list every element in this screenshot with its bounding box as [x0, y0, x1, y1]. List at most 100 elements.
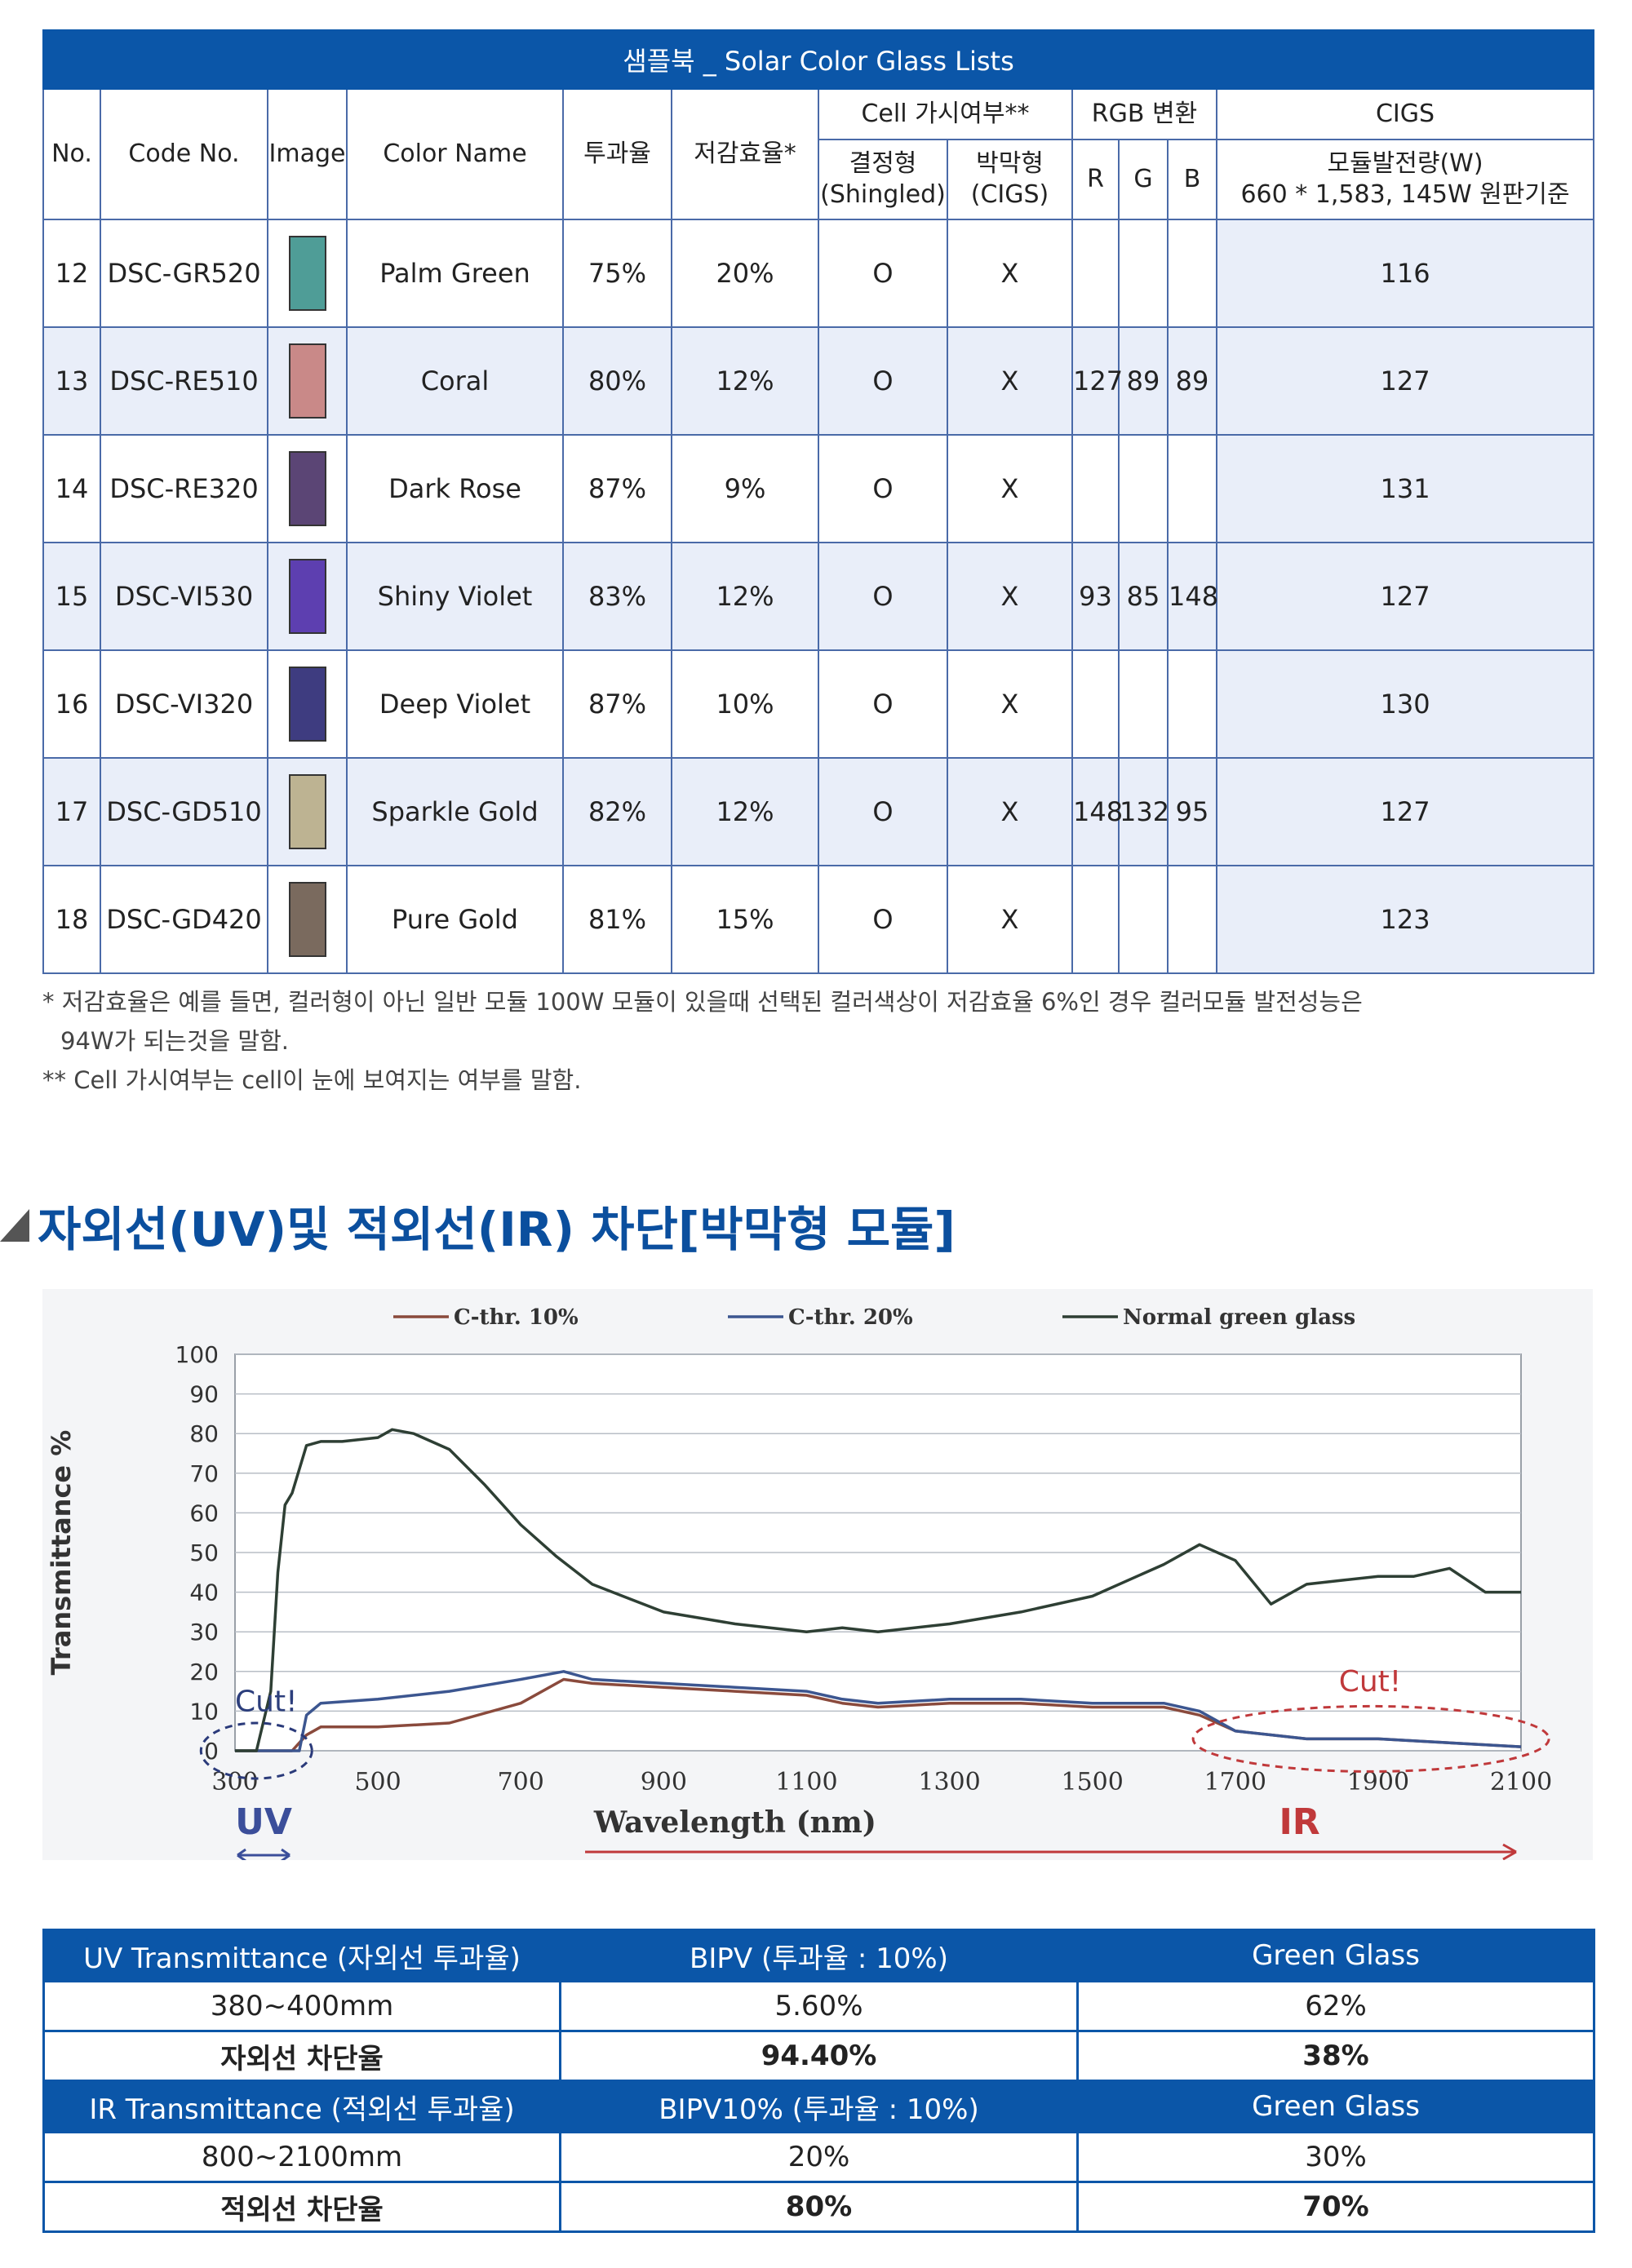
- cell-b: [1167, 865, 1217, 974]
- cell-color-name: Dark Rose: [346, 434, 564, 543]
- y-tick-label: 80: [189, 1420, 219, 1447]
- cell-cigs: 130: [1215, 649, 1595, 759]
- cell-r: [1071, 865, 1120, 974]
- cell-transmittance: 81%: [562, 865, 672, 974]
- x-tick-label: 1300: [918, 1768, 980, 1796]
- cell-shingled: O: [818, 757, 948, 866]
- cell-no: 17: [42, 757, 101, 866]
- cell-g: [1118, 219, 1169, 328]
- uv-header-cell: Green Glass: [1076, 1929, 1595, 1982]
- table-row: 자외선 차단율 94.40% 38%: [42, 2030, 1595, 2082]
- table-row: 16 DSC-VI320 Deep Violet 87% 10% O X 130: [42, 649, 1595, 759]
- cell-code: DSC-GR520: [100, 219, 268, 328]
- cell-g: [1118, 865, 1169, 974]
- series-line-3: [235, 1428, 1521, 1752]
- transmittance-chart-svg: C-thr. 10% C-thr. 20% Normal green glass 0…: [42, 1289, 1593, 1863]
- legend-label: C-thr. 10%: [454, 1305, 579, 1330]
- cell-no: 15: [42, 542, 101, 651]
- cell-b: [1167, 434, 1217, 543]
- cell-color-name: Deep Violet: [346, 649, 564, 759]
- cell-g: 85: [1118, 542, 1169, 651]
- cell-cigs: 127: [1215, 757, 1595, 866]
- cell-g: 89: [1118, 326, 1169, 436]
- uv-header-cell: UV Transmittance (자외선 투과율): [42, 1929, 561, 1982]
- cell-g: [1118, 649, 1169, 759]
- x-tick-label: 1900: [1347, 1768, 1409, 1796]
- cell-r: 148: [1071, 757, 1123, 866]
- x-tick-label: 500: [354, 1768, 401, 1796]
- x-tick-label: 700: [498, 1768, 544, 1796]
- uv-band-label: UV: [235, 1801, 292, 1843]
- cell-image: [267, 326, 348, 436]
- glass-table-body: 12 DSC-GR520 Palm Green 75% 20% O X 116 …: [42, 219, 1595, 974]
- cell-color-name: Sparkle Gold: [346, 757, 564, 866]
- section-heading: 자외선(UV)및 적외선(IR) 차단[박막형 모듈]: [0, 1193, 956, 1258]
- cell-shingled: O: [818, 219, 948, 328]
- table-row: 15 DSC-VI530 Shiny Violet 83% 12% O X 93…: [42, 542, 1595, 651]
- cell-shingled: O: [818, 326, 948, 436]
- color-swatch: [288, 667, 326, 742]
- header-cigs-type: 박막형 (CIGS): [947, 139, 1073, 220]
- cell-transmittance: 80%: [562, 326, 672, 436]
- cell-cigs: 116: [1215, 219, 1595, 328]
- table-row: 17 DSC-GD510 Sparkle Gold 82% 12% O X 14…: [42, 757, 1595, 866]
- cell-r: [1071, 219, 1120, 328]
- cell-cigs: 127: [1215, 326, 1595, 436]
- header-g: G: [1118, 139, 1169, 220]
- uv-cell: 자외선 차단율: [42, 2030, 561, 2082]
- uv-cell: 94.40%: [559, 2030, 1079, 2082]
- transmittance-chart: C-thr. 10% C-thr. 20% Normal green glass 0…: [42, 1289, 1593, 1863]
- header-image: Image: [267, 88, 348, 220]
- header-b: B: [1167, 139, 1217, 220]
- cell-r: 93: [1071, 542, 1120, 651]
- y-tick-label: 100: [175, 1341, 219, 1368]
- x-axis-label: Wavelength (nm): [593, 1805, 876, 1840]
- cell-color-name: Coral: [346, 326, 564, 436]
- cell-cigs-type: X: [947, 757, 1073, 866]
- cell-b: 148: [1167, 542, 1218, 651]
- header-code: Code No.: [100, 88, 268, 220]
- y-tick-label: 10: [189, 1698, 219, 1725]
- cell-reduction: 12%: [671, 326, 819, 436]
- footnote-line: * 저감효율은 예를 들면, 컬러형이 아닌 일반 모듈 100W 모듈이 있을…: [42, 988, 1363, 1016]
- cell-image: [267, 434, 348, 543]
- y-tick-label: 50: [189, 1539, 219, 1566]
- x-tick-label: 1700: [1204, 1768, 1266, 1796]
- table-row: 380~400mm 5.60% 62%: [42, 1980, 1595, 2032]
- x-tick-label: 900: [641, 1768, 687, 1796]
- cell-cigs: 131: [1215, 434, 1595, 543]
- cell-code: DSC-RE510: [100, 326, 268, 436]
- x-tick-label: 2100: [1490, 1768, 1552, 1796]
- cell-no: 18: [42, 865, 101, 974]
- uv-band-arrow-icon: [237, 1848, 290, 1863]
- cell-cigs: 123: [1215, 865, 1595, 974]
- solar-color-glass-table: 샘플북 _ Solar Color Glass Lists No. Code N…: [42, 29, 1595, 974]
- cell-reduction: 9%: [671, 434, 819, 543]
- header-shingled: 결정형 (Shingled): [818, 139, 948, 220]
- ir-cell: 30%: [1076, 2131, 1595, 2183]
- table-row: 18 DSC-GD420 Pure Gold 81% 15% O X 123: [42, 865, 1595, 974]
- uv-cell: 38%: [1076, 2030, 1595, 2082]
- y-tick-label: 40: [189, 1579, 219, 1606]
- footnote-visibility: ** Cell 가시여부는 cell이 눈에 보여지는 여부를 말함.: [42, 1066, 582, 1094]
- cell-color-name: Pure Gold: [346, 865, 564, 974]
- cell-code: DSC-GD420: [100, 865, 268, 974]
- color-swatch: [288, 559, 326, 634]
- header-cigs: CIGS: [1215, 88, 1595, 140]
- ir-cell: 20%: [559, 2131, 1079, 2183]
- cell-reduction: 12%: [671, 542, 819, 651]
- color-swatch: [288, 882, 326, 957]
- cell-shingled: O: [818, 434, 948, 543]
- color-swatch: [288, 236, 326, 311]
- footnote-reduction: * 저감효율은 예를 들면, 컬러형이 아닌 일반 모듈 100W 모듈이 있을…: [42, 982, 1363, 1100]
- cell-transmittance: 82%: [562, 757, 672, 866]
- cell-cigs-type: X: [947, 649, 1073, 759]
- section-title: 자외선(UV)및 적외선(IR) 차단[박막형 모듈]: [38, 1202, 956, 1257]
- cell-b: [1167, 219, 1217, 328]
- cell-code: DSC-GD510: [100, 757, 268, 866]
- cell-transmittance: 87%: [562, 434, 672, 543]
- cell-b: 89: [1167, 326, 1217, 436]
- cell-b: 95: [1167, 757, 1217, 866]
- y-axis-label: Transmittance %: [46, 1430, 77, 1676]
- header-r: R: [1071, 139, 1120, 220]
